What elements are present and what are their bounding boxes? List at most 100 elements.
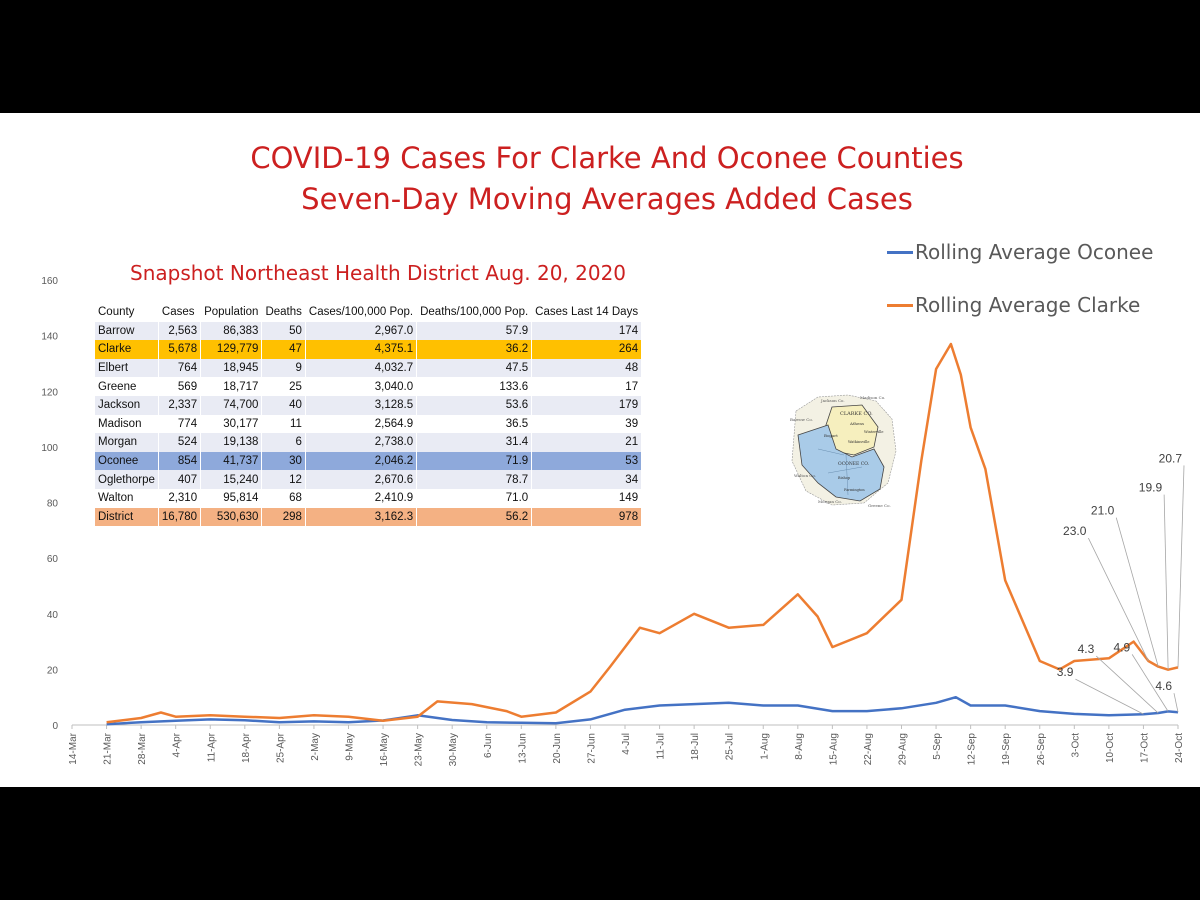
x-tick-label: 1-Aug xyxy=(759,733,770,760)
table-row: Jackson 2,337 74,700 40 3,128.5 53.6 179 xyxy=(94,395,642,415)
svg-text:Greene Co.: Greene Co. xyxy=(868,503,891,508)
x-tick-label: 25-Apr xyxy=(275,732,286,763)
series-line-oconee xyxy=(106,695,1179,726)
snapshot-table: County Cases Population Deaths Cases/100,000… xyxy=(94,303,642,527)
svg-text:CLARKE CO.: CLARKE CO. xyxy=(840,411,873,417)
table-cell: Oconee xyxy=(94,451,159,471)
x-tick-label: 2-May xyxy=(310,733,321,761)
table-header-cell: County xyxy=(94,303,159,322)
svg-text:Madison Co.: Madison Co. xyxy=(860,395,885,400)
table-cell: 30,177 xyxy=(200,414,262,434)
table-cell: 854 xyxy=(157,451,201,471)
table-cell: Greene xyxy=(94,377,159,396)
table-cell: 764 xyxy=(157,358,201,378)
data-label: 20.7 xyxy=(1159,451,1183,465)
table-cell: 530,630 xyxy=(200,507,262,527)
table-cell: 298 xyxy=(261,507,306,527)
table-cell: 774 xyxy=(157,414,201,434)
table-header-cell: Deaths xyxy=(261,303,306,322)
x-tick-label: 17-Oct xyxy=(1139,733,1150,763)
table-cell: 47 xyxy=(261,340,306,359)
table-cell: Oglethorpe xyxy=(94,470,159,489)
x-tick-label: 26-Sep xyxy=(1036,733,1047,766)
y-tick-label: 80 xyxy=(47,499,59,510)
table-cell: 25 xyxy=(261,377,306,396)
data-label-leader xyxy=(1163,494,1169,670)
table-cell: 78.7 xyxy=(416,470,532,489)
svg-text:Bishop: Bishop xyxy=(838,476,851,480)
data-label-leader xyxy=(1075,678,1144,715)
x-tick-label: 11-Jul xyxy=(656,733,667,760)
data-label: 3.9 xyxy=(1057,665,1074,679)
slide: COVID-19 Cases For Clarke And Oconee Cou… xyxy=(0,113,1200,787)
table-cell: 569 xyxy=(157,377,201,396)
table-cell: 53.6 xyxy=(416,395,532,415)
table-cell: 2,046.2 xyxy=(304,451,417,471)
table-header-cell: Cases Last 14 Days xyxy=(531,303,642,322)
y-tick-label: 60 xyxy=(47,554,59,565)
legend-item-clarke: Rolling Average Clarke xyxy=(887,293,1140,317)
x-tick-label: 12-Sep xyxy=(967,733,978,766)
table-row: Walton 2,310 95,814 68 2,410.9 71.0 149 xyxy=(94,488,642,508)
x-tick-label: 19-Sep xyxy=(1001,733,1012,766)
legend-swatch-clarke xyxy=(887,303,913,307)
table-cell: 53 xyxy=(531,451,642,471)
x-tick-label: 4-Apr xyxy=(172,732,183,757)
chart-title: COVID-19 Cases For Clarke And Oconee Cou… xyxy=(250,141,964,175)
table-cell: 2,564.9 xyxy=(304,414,417,434)
svg-text:Farmington: Farmington xyxy=(844,488,865,492)
x-tick-label: 9-May xyxy=(345,733,356,761)
table-cell: 9 xyxy=(261,358,306,378)
data-label-leader xyxy=(1131,654,1169,712)
svg-text:Athens: Athens xyxy=(849,421,864,426)
legend-swatch-oconee xyxy=(887,250,913,254)
y-tick-label: 120 xyxy=(41,387,58,398)
table-row: Clarke 5,678 129,779 47 4,375.1 36.2 264 xyxy=(94,340,642,359)
table-row: District 16,780 530,630 298 3,162.3 56.2 978 xyxy=(94,507,642,527)
table-cell: 21 xyxy=(531,433,642,452)
x-tick-label: 10-Oct xyxy=(1105,733,1116,763)
table-cell: 86,383 xyxy=(200,321,262,341)
table-row: Greene 569 18,717 25 3,040.0 133.6 17 xyxy=(94,377,642,396)
table-cell: 56.2 xyxy=(416,507,532,527)
y-tick-label: 0 xyxy=(52,721,58,732)
data-label-leader xyxy=(1115,517,1159,667)
data-label-leader xyxy=(1095,655,1159,714)
y-tick-label: 100 xyxy=(41,443,58,454)
table-cell: 18,717 xyxy=(200,377,262,396)
table-cell: 2,310 xyxy=(157,488,201,508)
table-cell: 57.9 xyxy=(416,321,532,341)
table-cell: 5,678 xyxy=(157,340,201,359)
table-cell: 149 xyxy=(531,488,642,508)
table-cell: Madison xyxy=(94,414,159,434)
table-cell: 50 xyxy=(261,321,306,341)
x-tick-label: 13-Jun xyxy=(517,733,528,764)
table-cell: 11 xyxy=(261,414,306,434)
svg-text:Winterville: Winterville xyxy=(864,430,883,434)
table-cell: 31.4 xyxy=(416,433,532,452)
table-cell: 36.5 xyxy=(416,414,532,434)
svg-text:Walton Co.: Walton Co. xyxy=(794,473,816,478)
y-tick-label: 160 xyxy=(41,276,58,287)
data-label-leader xyxy=(1177,465,1185,668)
x-tick-label: 14-Mar xyxy=(68,732,79,764)
table-cell: 39 xyxy=(531,414,642,434)
x-tick-label: 18-Jul xyxy=(690,733,701,760)
table-cell: 47.5 xyxy=(416,358,532,378)
table-cell: 71.0 xyxy=(416,488,532,508)
x-tick-label: 25-Jul xyxy=(725,733,736,760)
table-header-cell: Cases xyxy=(157,303,201,322)
svg-text:Watkinsville: Watkinsville xyxy=(848,440,869,444)
legend-label-oconee: Rolling Average Oconee xyxy=(915,240,1154,264)
table-cell: 2,563 xyxy=(157,321,201,341)
y-tick-label: 40 xyxy=(47,610,59,621)
table-cell: 524 xyxy=(157,433,201,452)
table-cell: 19,138 xyxy=(200,433,262,452)
table-cell: 179 xyxy=(531,395,642,415)
table-cell: 407 xyxy=(157,470,201,489)
series-line-clarke xyxy=(106,342,1179,724)
x-tick-label: 8-Aug xyxy=(794,733,805,760)
table-cell: 16,780 xyxy=(157,507,201,527)
table-cell: Walton xyxy=(94,488,159,508)
table-cell: 48 xyxy=(531,358,642,378)
